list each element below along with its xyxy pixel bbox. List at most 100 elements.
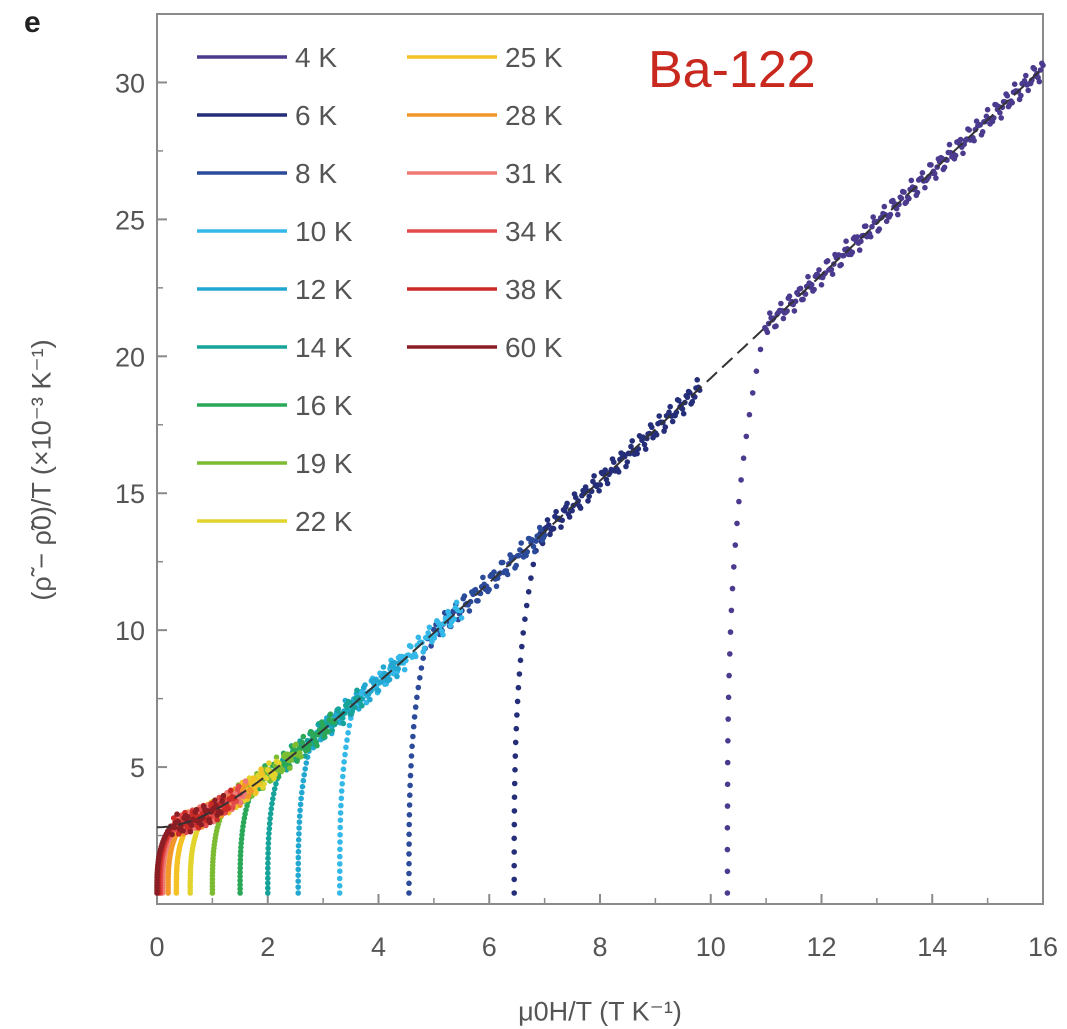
data-point (1036, 78, 1043, 85)
data-point (225, 805, 232, 812)
data-point (297, 807, 303, 814)
legend-label: 28 K (505, 100, 563, 131)
data-point (296, 813, 303, 819)
data-point (726, 672, 732, 679)
data-point (466, 608, 473, 614)
data-point (406, 831, 412, 838)
data-point (239, 832, 245, 838)
data-point (684, 394, 691, 401)
data-point (753, 368, 760, 375)
data-point (984, 106, 991, 113)
data-point (237, 848, 244, 855)
data-point (349, 709, 355, 715)
data-point (461, 593, 468, 599)
data-point (237, 852, 244, 859)
data-point (375, 687, 382, 694)
data-point (802, 291, 809, 297)
data-point (265, 875, 271, 881)
data-point (472, 586, 479, 593)
legend-label: 4 K (295, 42, 337, 73)
legend-label: 60 K (505, 332, 563, 363)
data-point (876, 226, 883, 232)
data-point (337, 839, 343, 845)
data-point (265, 885, 271, 891)
data-point (475, 598, 481, 604)
data-point (931, 170, 938, 177)
data-point (694, 377, 700, 383)
x-tick-label: 0 (149, 932, 164, 962)
data-point (409, 743, 415, 750)
x-axis-label: μ0H/T (T K⁻¹) (518, 996, 682, 1027)
data-point (344, 704, 350, 711)
data-point (340, 766, 347, 772)
data-point (407, 782, 413, 789)
data-point (367, 696, 373, 703)
data-point (480, 574, 486, 581)
data-point (946, 141, 953, 148)
data-point (516, 671, 523, 677)
data-point (338, 795, 345, 802)
data-point (345, 730, 351, 736)
data-point (512, 739, 519, 746)
data-point (881, 203, 888, 210)
data-point (329, 727, 336, 734)
data-point (219, 798, 225, 804)
data-point (428, 643, 434, 649)
data-point (346, 722, 353, 729)
data-point (808, 281, 815, 288)
data-point (296, 825, 302, 831)
data-point (380, 664, 387, 670)
data-point (237, 869, 243, 876)
data-point (243, 807, 249, 813)
data-point (335, 706, 342, 712)
data-point (895, 211, 901, 218)
data-point (295, 848, 302, 855)
series-60k (154, 792, 227, 896)
data-point (248, 788, 254, 794)
data-point (180, 827, 186, 834)
data-point (724, 868, 731, 875)
data-point (185, 814, 191, 820)
data-point (641, 441, 648, 448)
data-point (267, 815, 273, 822)
data-point (933, 175, 939, 181)
data-point (238, 836, 245, 842)
series-4k (724, 60, 1046, 896)
data-point (265, 840, 272, 847)
data-point (299, 739, 305, 746)
data-point (336, 875, 343, 882)
x-tick-label: 6 (482, 932, 497, 962)
data-point (791, 308, 798, 314)
data-point (337, 817, 344, 823)
data-point (337, 853, 343, 860)
data-point (406, 890, 412, 896)
data-point (245, 793, 252, 799)
data-point (406, 841, 412, 847)
data-point (287, 765, 293, 771)
data-point (362, 682, 368, 688)
data-point (511, 835, 517, 842)
data-point (207, 819, 213, 826)
data-point (337, 846, 343, 853)
data-point (346, 699, 353, 706)
data-point (198, 821, 205, 828)
data-point (623, 463, 629, 470)
series-6k (511, 377, 703, 896)
legend-label: 14 K (295, 332, 353, 363)
data-point (386, 676, 393, 683)
data-point (732, 542, 739, 548)
data-point (486, 586, 492, 593)
data-point (524, 549, 531, 555)
data-point (188, 822, 195, 829)
data-point (816, 267, 822, 273)
data-point (203, 822, 209, 829)
data-point (780, 315, 787, 322)
y-tick-label: 10 (115, 616, 145, 646)
data-point (296, 819, 303, 825)
data-point (629, 438, 635, 444)
data-point (528, 575, 534, 581)
data-point (692, 394, 698, 400)
data-point (838, 261, 844, 268)
